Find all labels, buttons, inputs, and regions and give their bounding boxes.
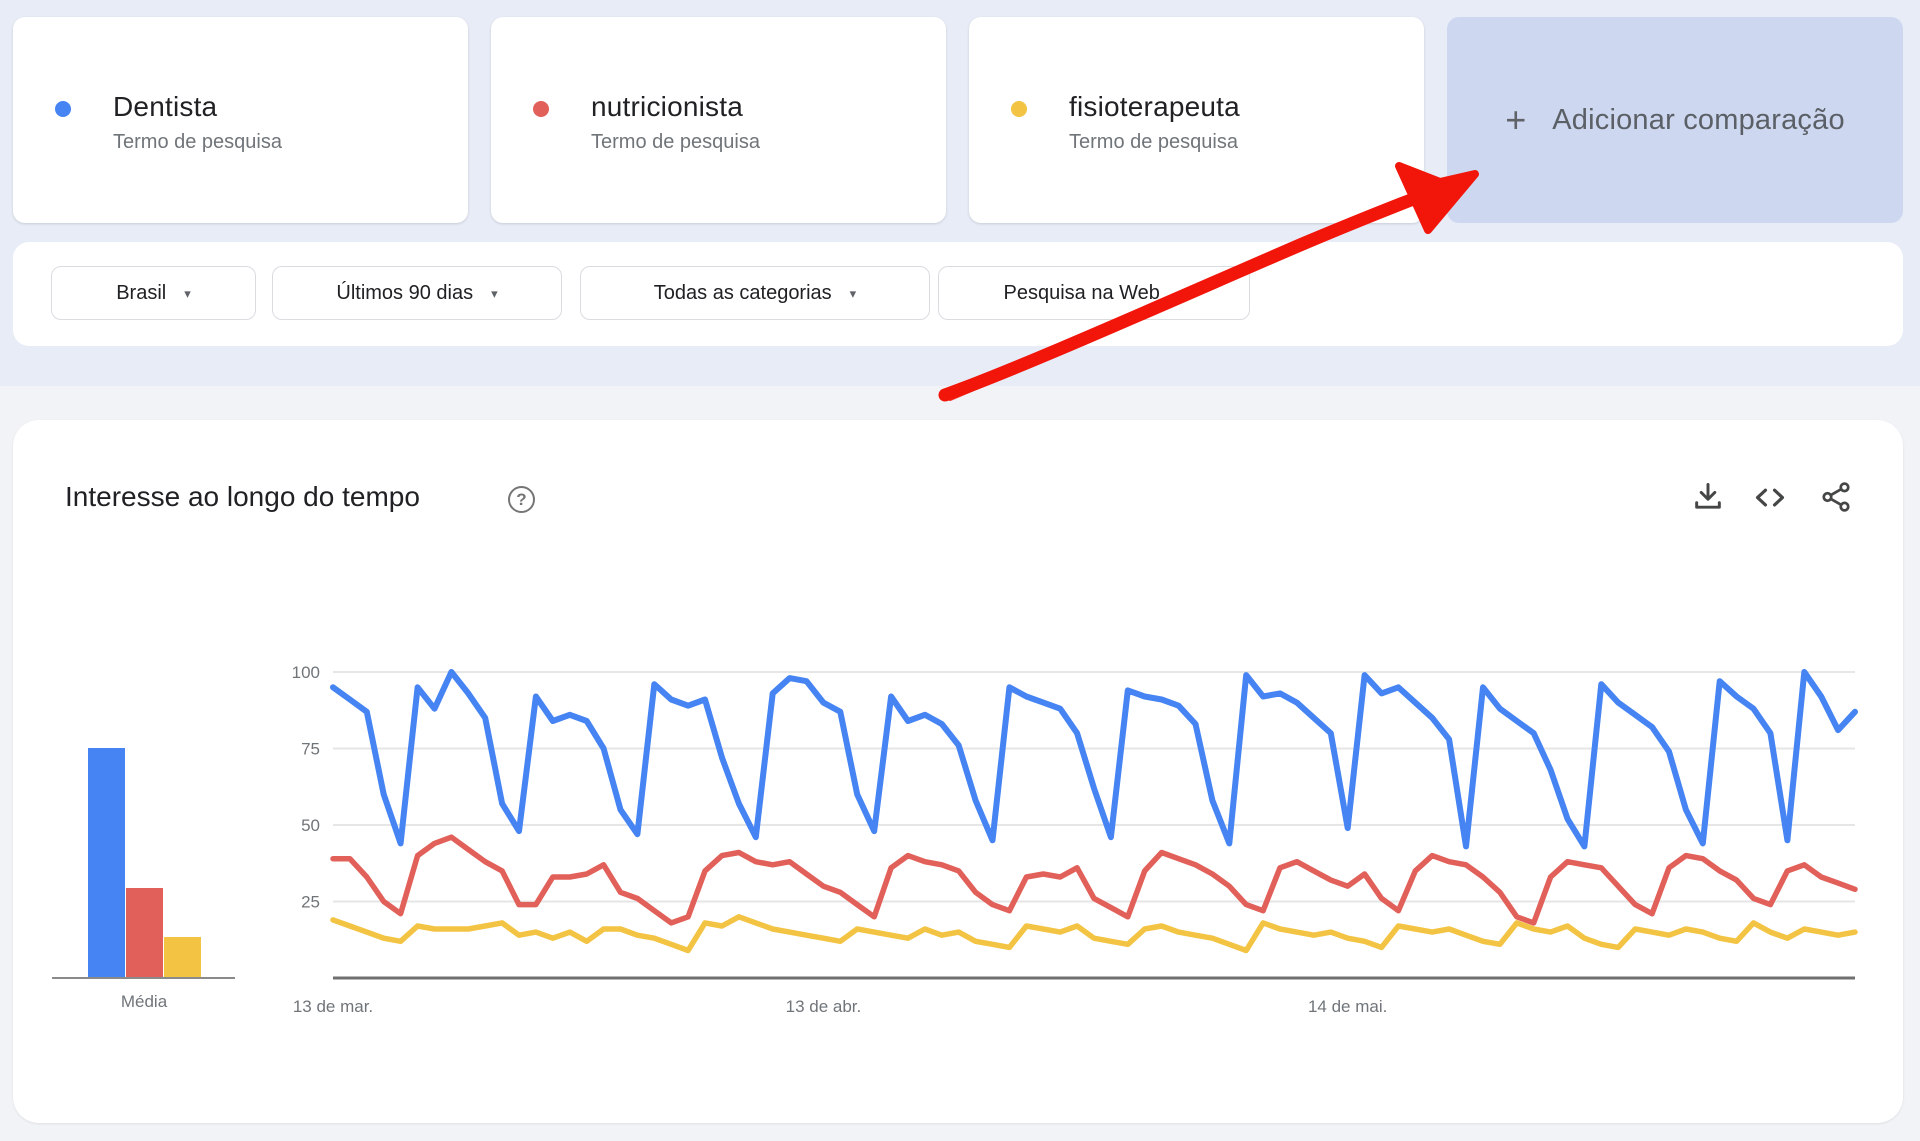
chevron-down-icon: ▾ — [849, 286, 857, 301]
x-tick-label: 14 de mai. — [1308, 997, 1387, 1016]
filter-label: Últimos 90 dias — [336, 281, 474, 304]
plus-icon: + — [1505, 99, 1527, 140]
term-label: Dentista — [113, 91, 218, 122]
term-card-nutricionista[interactable]: nutricionista Termo de pesquisa — [491, 17, 946, 223]
chevron-down-icon: ▾ — [184, 286, 191, 301]
interest-line-chart[interactable]: 25 50 75 100 13 de mar. 13 de abr. 14 de mai. — [280, 630, 1880, 1030]
filter-label: Todas as categorias — [653, 281, 832, 304]
term-type-label: Termo de pesquisa — [591, 131, 760, 153]
x-tick-label: 13 de mar. — [293, 997, 373, 1016]
average-bar-nutricionista — [126, 888, 163, 977]
series-color-dot-yellow — [1011, 101, 1027, 117]
y-tick-label: 25 — [301, 893, 320, 912]
interest-over-time-card: Interesse ao longo do tempo ? Média 25 50… — [13, 420, 1903, 1123]
series-color-dot-blue — [55, 101, 71, 117]
term-label: nutricionista — [591, 91, 744, 122]
chevron-down-icon: ▾ — [1177, 286, 1185, 301]
filter-chip-search-type[interactable]: Pesquisa na Web ▾ — [938, 266, 1250, 320]
y-tick-label: 50 — [301, 816, 320, 835]
averages-label: Média — [120, 992, 168, 1011]
filter-bar: Brasil ▾ Últimos 90 dias ▾ Todas as cate… — [13, 242, 1903, 346]
x-tick-label: 13 de abr. — [786, 997, 862, 1016]
add-comparison-label: Adicionar comparação — [1552, 103, 1845, 136]
trend-line-fisioterapeuta — [330, 914, 1858, 954]
filter-label: Pesquisa na Web — [1003, 281, 1160, 304]
term-card-fisioterapeuta[interactable]: fisioterapeuta Termo de pesquisa — [969, 17, 1424, 223]
term-type-label: Termo de pesquisa — [1069, 131, 1238, 153]
filter-chip-region[interactable]: Brasil ▾ — [51, 266, 256, 320]
y-tick-label: 100 — [292, 663, 320, 682]
chart-title: Interesse ao longo do tempo — [65, 481, 420, 512]
term-type-label: Termo de pesquisa — [113, 131, 282, 153]
y-tick-label: 75 — [301, 740, 320, 759]
term-label: fisioterapeuta — [1069, 91, 1240, 122]
chevron-down-icon: ▾ — [491, 286, 498, 301]
add-comparison-button[interactable]: + Adicionar comparação — [1447, 17, 1903, 223]
download-icon[interactable] — [1691, 480, 1725, 514]
trend-line-dentista — [330, 669, 1858, 850]
average-bar-fisioterapeuta — [164, 937, 201, 977]
term-card-dentista[interactable]: Dentista Termo de pesquisa — [13, 17, 468, 223]
series-color-dot-red — [533, 101, 549, 117]
help-icon[interactable]: ? — [508, 486, 535, 513]
share-icon[interactable] — [1819, 480, 1853, 514]
filter-label: Brasil — [116, 281, 167, 304]
filter-chip-time-range[interactable]: Últimos 90 dias ▾ — [272, 266, 562, 320]
trend-line-nutricionista — [330, 834, 1858, 926]
embed-icon[interactable] — [1753, 480, 1787, 514]
averages-axis-line — [52, 977, 235, 979]
average-bar-dentista — [88, 747, 125, 977]
filter-chip-category[interactable]: Todas as categorias ▾ — [580, 266, 930, 320]
